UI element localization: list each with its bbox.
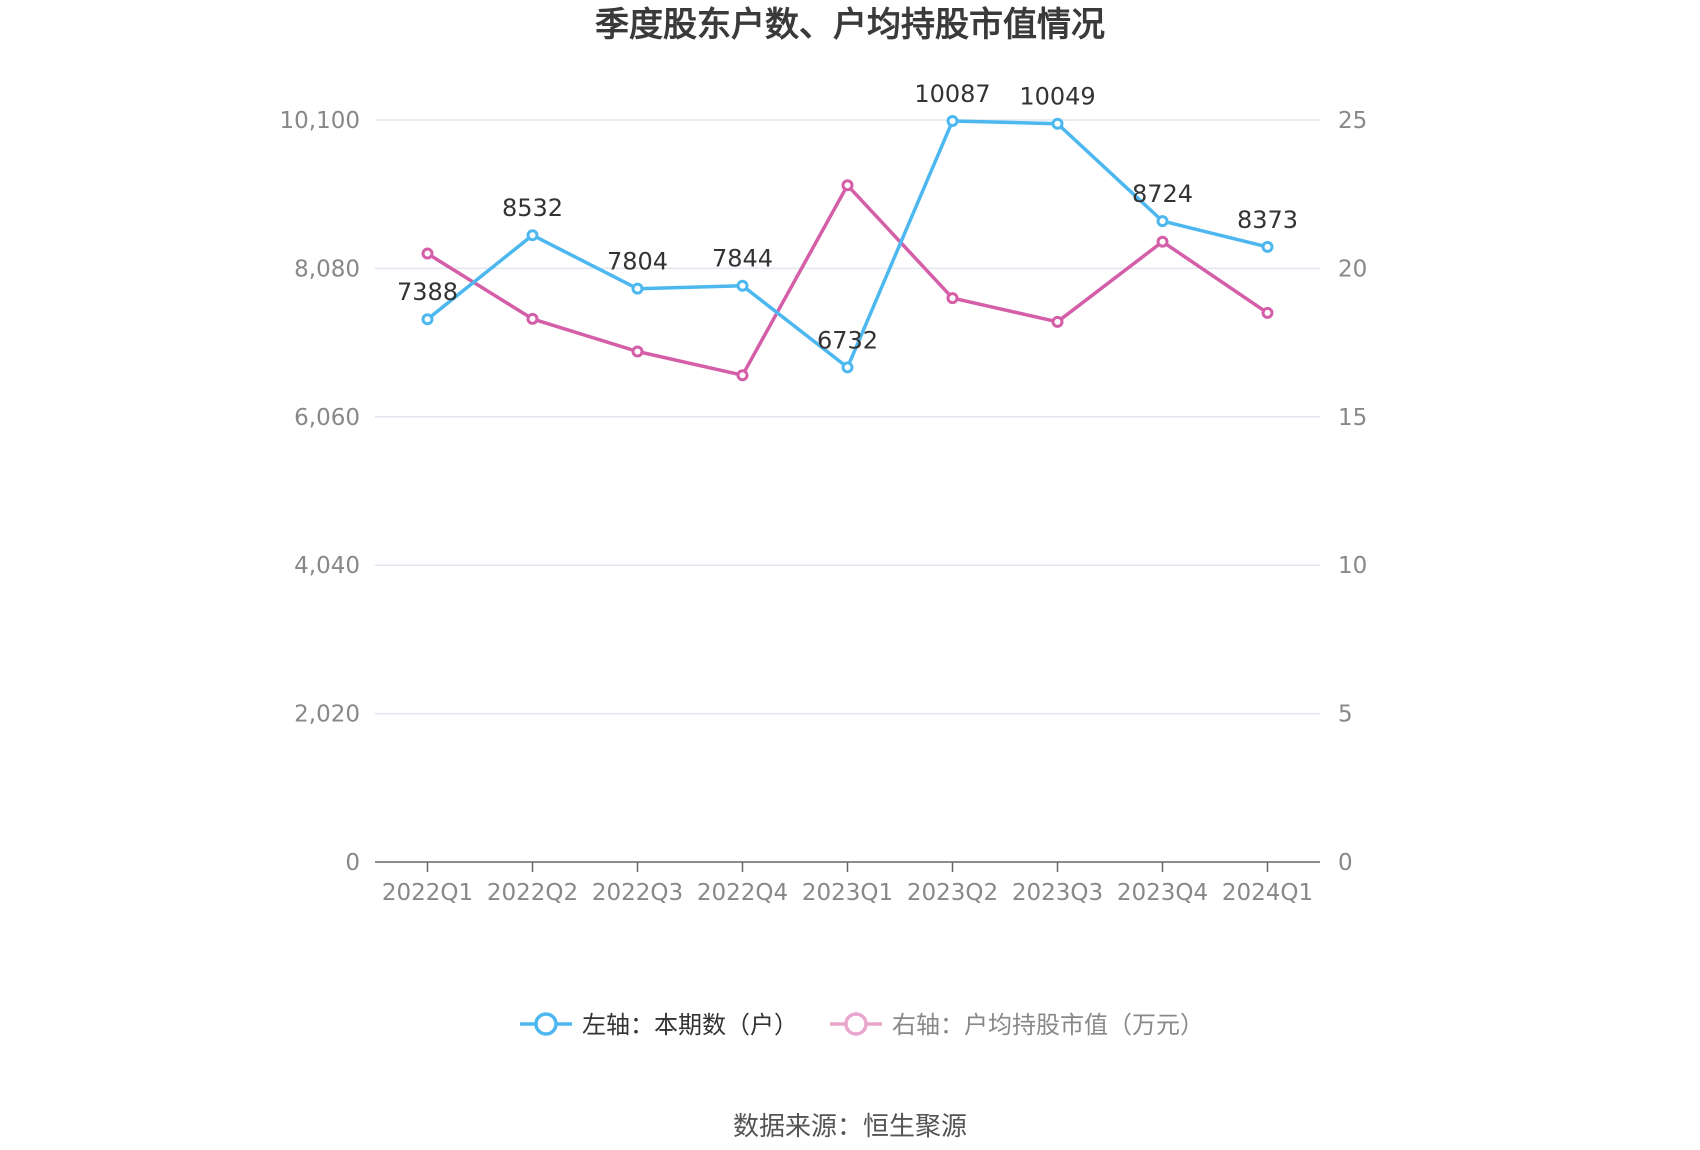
left-axis-tick-label: 10,100: [280, 108, 360, 134]
data-label: 10087: [914, 80, 990, 108]
data-point[interactable]: [736, 279, 749, 292]
source-note: 数据来源：恒生聚源: [733, 1112, 967, 1142]
legend-item[interactable]: 左轴：本期数（户）: [520, 1011, 798, 1039]
data-point[interactable]: [1261, 306, 1274, 319]
data-point[interactable]: [631, 345, 644, 358]
right-axis-tick-label: 25: [1338, 108, 1367, 134]
x-axis-tick-label: 2023Q4: [1117, 880, 1208, 906]
data-label: 10049: [1019, 83, 1095, 111]
left-axis-tick-label: 0: [345, 850, 360, 876]
left-axis-tick-label: 4,040: [294, 553, 360, 579]
x-axis-tick-label: 2022Q3: [592, 880, 683, 906]
data-point[interactable]: [1261, 240, 1274, 253]
x-axis-tick-label: 2022Q4: [697, 880, 788, 906]
label-layer: 7388 8532 7804 7844 6732 10087 10049 8724 8373: [397, 80, 1298, 354]
x-axis-tick-label: 2024Q1: [1222, 880, 1313, 906]
x-axis-tick-label: 2023Q1: [802, 880, 893, 906]
right-axis-tick-label: 5: [1338, 702, 1353, 728]
data-label: 7844: [712, 245, 773, 273]
data-point[interactable]: [1156, 215, 1169, 228]
legend-circle-marker: [534, 1012, 558, 1036]
data-point[interactable]: [1051, 315, 1064, 328]
data-point[interactable]: [1156, 235, 1169, 248]
data-point[interactable]: [841, 361, 854, 374]
grid-layer: [375, 119, 1320, 715]
data-point[interactable]: [946, 114, 959, 127]
data-label: 7804: [607, 248, 668, 276]
x-axis-tick-label: 2022Q2: [487, 880, 578, 906]
left-axis-tick-label: 8,080: [294, 256, 360, 282]
right-axis-tick-label: 0: [1338, 850, 1353, 876]
x-axis-tick-label: 2023Q2: [907, 880, 998, 906]
data-point[interactable]: [526, 312, 539, 325]
data-label: 6732: [817, 326, 878, 354]
chart-title: 季度股东户数、户均持股市值情况: [595, 5, 1105, 45]
x-axis-tick-label: 2022Q1: [382, 880, 473, 906]
data-point[interactable]: [1051, 117, 1064, 130]
data-label: 7388: [397, 278, 458, 306]
legend-label: 右轴：户均持股市值（万元）: [892, 1011, 1204, 1039]
x-axis-tick-label: 2023Q3: [1012, 880, 1103, 906]
left-axis-tick-label: 2,020: [294, 702, 360, 728]
data-label: 8532: [502, 194, 563, 222]
left-axis-tick-label: 6,060: [294, 405, 360, 431]
right-axis-tick-label: 20: [1338, 256, 1367, 282]
data-point[interactable]: [946, 292, 959, 305]
data-point[interactable]: [736, 369, 749, 382]
axis-layer: 0 0 2,020 5 4,040 10 6,060 15 8,080 20 10,100 25 202…: [280, 108, 1368, 906]
data-point[interactable]: [526, 229, 539, 242]
data-label: 8373: [1237, 206, 1298, 234]
data-point[interactable]: [841, 179, 854, 192]
legend-circle-marker: [844, 1012, 868, 1036]
data-point[interactable]: [631, 282, 644, 295]
legend-item[interactable]: 右轴：户均持股市值（万元）: [830, 1011, 1204, 1039]
series-layer: [421, 114, 1274, 382]
data-point[interactable]: [421, 313, 434, 326]
legend-label: 左轴：本期数（户）: [582, 1011, 798, 1039]
data-point[interactable]: [421, 247, 434, 260]
data-label: 8724: [1132, 180, 1193, 208]
right-axis-tick-label: 10: [1338, 553, 1367, 579]
right-axis-tick-label: 15: [1338, 405, 1367, 431]
legend[interactable]: 左轴：本期数（户） 右轴：户均持股市值（万元）: [520, 1011, 1204, 1039]
